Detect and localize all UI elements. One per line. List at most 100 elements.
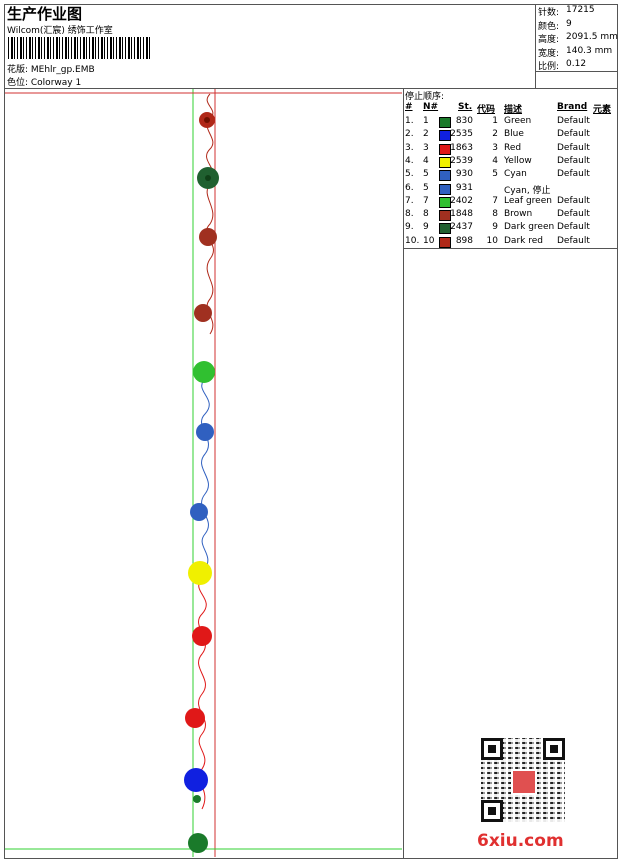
flower: [199, 228, 217, 246]
column-header: #: [405, 102, 413, 112]
column-header: 元素: [593, 105, 612, 115]
info-value: 17215: [566, 5, 595, 15]
stitches: 930: [455, 169, 473, 180]
info-label: 高度:: [538, 35, 560, 45]
code: 7: [492, 195, 498, 206]
stitches: 2437: [450, 222, 473, 233]
description: Blue: [504, 129, 524, 140]
design-preview: [5, 89, 402, 857]
row-number: 4.: [405, 155, 414, 166]
divider: [4, 88, 617, 89]
stitches: 898: [455, 235, 473, 246]
flower: [196, 423, 214, 441]
watermark: 6xiu.com: [477, 831, 564, 851]
color-swatch: [439, 170, 451, 182]
color-swatch: [439, 196, 451, 208]
description: Green: [504, 116, 532, 126]
column-header: Brand: [557, 102, 588, 112]
needle: 2: [423, 129, 429, 140]
info-label: 颜色:: [538, 21, 560, 32]
divider: [403, 88, 404, 858]
row-number: 5.: [405, 169, 414, 180]
description: Dark red: [504, 235, 543, 246]
flower: [190, 503, 208, 521]
description: Cyan: [504, 169, 527, 180]
needle: 9: [423, 222, 429, 233]
brand: Default: [557, 169, 590, 180]
color-swatch: [439, 236, 451, 248]
needle: 8: [423, 209, 429, 220]
description: Dark green: [504, 222, 555, 233]
code: 10: [486, 235, 498, 246]
code: 5: [492, 169, 498, 180]
stitches: 1863: [450, 142, 473, 153]
code: 1: [492, 116, 498, 126]
info-value: 2091.5 mm: [566, 32, 618, 42]
code: 9: [492, 222, 498, 233]
row-number: 3.: [405, 142, 414, 153]
row-number: 7.: [405, 195, 414, 206]
column-header: St.: [458, 102, 473, 112]
title: 生产作业图: [7, 5, 83, 23]
color-swatch: [439, 223, 451, 235]
column-header: 描述: [504, 105, 523, 115]
brand: Default: [557, 129, 590, 140]
stitches: 830: [455, 116, 473, 126]
divider: [535, 4, 536, 88]
colorway: 色位: Colorway 1: [7, 78, 82, 88]
flower: [199, 112, 215, 128]
info-value: 9: [566, 18, 572, 29]
studio: Wilcom(汇宸) 绣饰工作室: [7, 26, 113, 36]
color-swatch: [439, 156, 451, 168]
description: Leaf green: [504, 195, 552, 206]
code: 3: [492, 142, 498, 153]
code: 8: [492, 209, 498, 220]
info-value: 0.12: [566, 59, 587, 69]
column-header: N#: [423, 102, 439, 112]
color-swatch: [439, 117, 451, 128]
color-swatch: [439, 210, 451, 222]
row-number: 1.: [405, 116, 414, 126]
row-number: 6.: [405, 182, 414, 193]
sequence-title: 停止顺序:: [405, 92, 445, 102]
color-swatch: [439, 143, 451, 155]
stitches: 2535: [450, 129, 473, 140]
brand: Default: [557, 222, 590, 233]
row-number: 8.: [405, 209, 414, 220]
column-header: 代码: [477, 105, 496, 115]
barcode: [8, 37, 151, 59]
row-number: 10.: [405, 235, 420, 246]
brand: Default: [557, 142, 590, 153]
flower: [194, 304, 212, 322]
row-number: 2.: [405, 129, 414, 140]
brand: Default: [557, 155, 590, 166]
info-label: 宽度:: [538, 48, 560, 59]
brand: Default: [557, 195, 590, 206]
stitches: 931: [455, 182, 473, 193]
flower: [184, 768, 208, 792]
info-label: 比例:: [538, 62, 560, 72]
page-frame: [4, 4, 618, 859]
needle: 7: [423, 195, 429, 206]
description: Red: [504, 142, 522, 153]
needle: 4: [423, 155, 429, 166]
design-file: 花版: MEhlr_gp.EMB: [7, 65, 95, 75]
needle: 10: [423, 235, 435, 246]
info-label: 针数:: [538, 8, 560, 18]
flower: [188, 795, 208, 853]
brand: Default: [557, 116, 590, 126]
divider: [403, 248, 617, 249]
flower: [197, 167, 219, 189]
flower: [185, 708, 205, 728]
brand: Default: [557, 235, 590, 246]
code: 2: [492, 129, 498, 140]
description: Yellow: [504, 155, 532, 166]
description: Brown: [504, 209, 533, 220]
color-swatch: [439, 183, 451, 195]
needle: 1: [423, 116, 429, 126]
color-swatch: [439, 130, 451, 142]
brand: Default: [557, 209, 590, 220]
needle: 3: [423, 142, 429, 153]
flower: [192, 626, 212, 646]
